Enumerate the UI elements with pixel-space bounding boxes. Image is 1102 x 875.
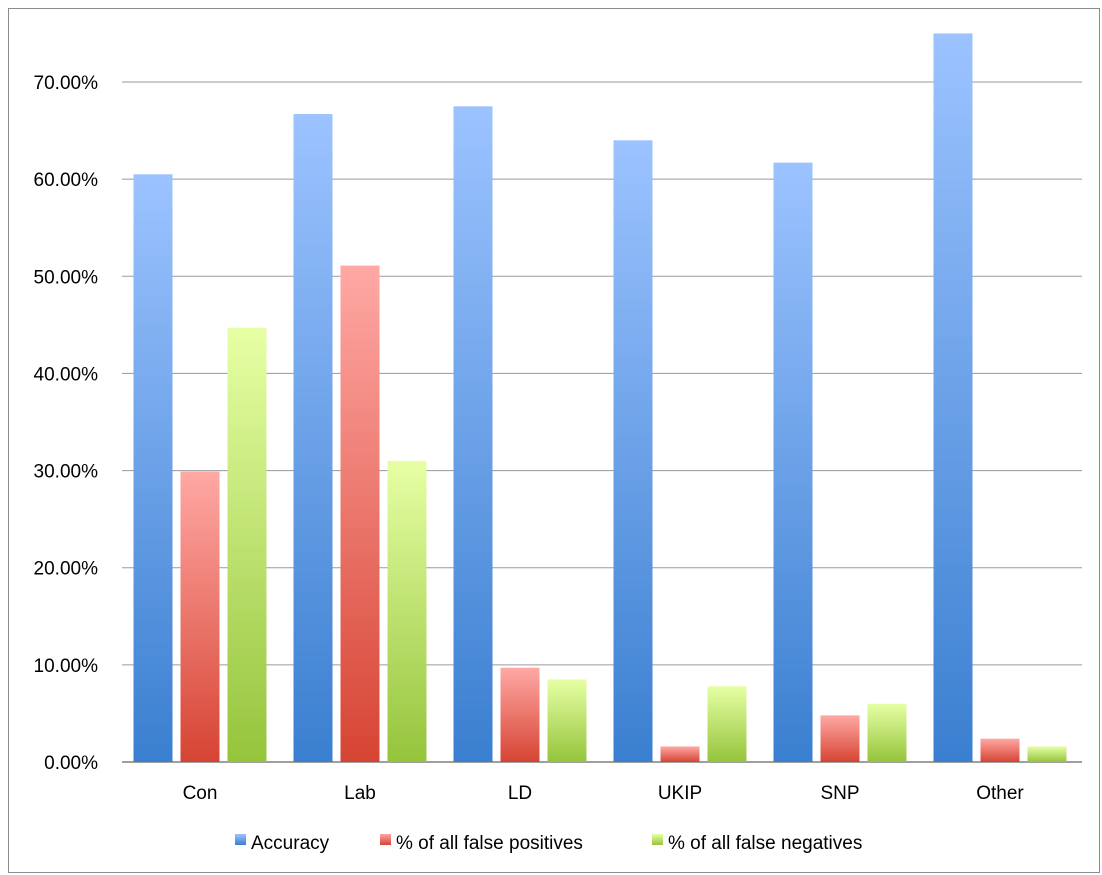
x-category-label: UKIP xyxy=(658,783,702,804)
bar-con-series-2 xyxy=(227,327,267,762)
x-category-label: Lab xyxy=(344,783,376,804)
bar-other-series-0 xyxy=(933,33,973,762)
y-tick-label: 50.00% xyxy=(34,267,99,288)
x-category-label: LD xyxy=(508,783,532,804)
bar-snp-series-1 xyxy=(820,715,860,762)
legend-swatch xyxy=(235,834,246,845)
y-tick-label: 10.00% xyxy=(34,656,99,677)
legend-swatch xyxy=(652,834,663,845)
legend-swatch xyxy=(380,834,391,845)
bar-lab-series-0 xyxy=(293,114,333,763)
bar-ukip-series-0 xyxy=(613,140,653,763)
bar-other-series-2 xyxy=(1027,746,1067,762)
bar-ukip-series-2 xyxy=(707,686,747,762)
bar-ukip-series-1 xyxy=(660,746,700,762)
y-tick-label: 30.00% xyxy=(34,462,99,483)
bar-con-series-1 xyxy=(180,471,220,762)
y-tick-label: 40.00% xyxy=(34,364,99,385)
bar-lab-series-1 xyxy=(340,265,380,762)
x-category-label: Other xyxy=(976,783,1024,804)
x-category-label: SNP xyxy=(820,783,859,804)
bar-ld-series-2 xyxy=(547,679,587,762)
bars xyxy=(133,33,1067,763)
y-tick-label: 60.00% xyxy=(34,170,99,191)
bar-snp-series-2 xyxy=(867,703,907,762)
x-category-label: Con xyxy=(183,783,218,804)
bar-other-series-1 xyxy=(980,738,1020,762)
gridlines xyxy=(122,81,1082,763)
bar-snp-series-0 xyxy=(773,162,813,763)
legend: Accuracy % of all false positives % of all… xyxy=(235,833,862,854)
y-tick-label: 70.00% xyxy=(34,73,99,94)
legend-label: % of all false positives xyxy=(396,833,583,854)
y-tick-label: 0.00% xyxy=(44,753,98,774)
legend-label: % of all false negatives xyxy=(668,833,862,854)
bar-con-series-0 xyxy=(133,174,173,763)
legend-label: Accuracy xyxy=(251,833,330,854)
y-tick-label: 20.00% xyxy=(34,559,99,580)
bar-lab-series-2 xyxy=(387,460,427,762)
bar-ld-series-0 xyxy=(453,106,493,763)
axes: 0.00% 10.00% 20.00% 30.00% 40.00% 50.00% 60.00… xyxy=(34,73,1025,804)
bar-ld-series-1 xyxy=(500,667,540,762)
